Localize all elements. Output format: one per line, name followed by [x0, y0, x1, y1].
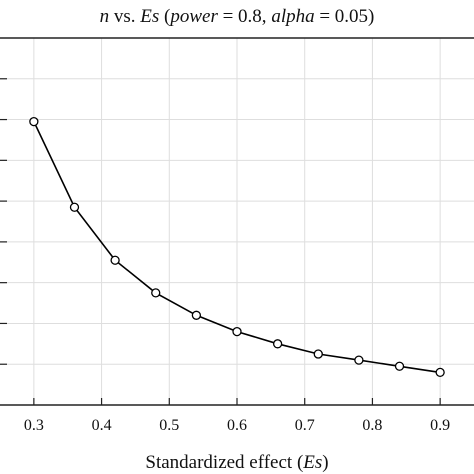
- x-tick-label: 0.5: [159, 417, 179, 434]
- data-point: [110, 255, 120, 265]
- x-tick-label: 0.9: [430, 417, 450, 434]
- grid: [0, 38, 474, 405]
- data-point: [29, 116, 39, 127]
- data-point: [232, 326, 242, 337]
- x-tick-label: 0.4: [92, 417, 112, 434]
- series-group: [29, 116, 445, 378]
- data-point: [272, 339, 283, 349]
- data-point: [313, 349, 323, 359]
- data-point: [354, 355, 364, 365]
- x-tick-label: 0.3: [24, 417, 44, 434]
- data-point: [151, 288, 161, 298]
- data-point: [69, 202, 80, 212]
- chart-title: n vs. Es (power = 0.8, alpha = 0.05): [100, 6, 375, 27]
- data-point: [191, 310, 202, 320]
- x-tick-label: 0.6: [227, 417, 247, 434]
- data-point: [435, 367, 445, 378]
- x-tick-label: 0.7: [295, 417, 315, 434]
- x-tick-label: 0.8: [362, 417, 382, 434]
- x-axis-label: Standardized effect (Es): [145, 452, 328, 473]
- x-axis-ticks: 0.3 0.4 0.5 0.6 0.7 0.8 0.9: [24, 398, 450, 434]
- data-point: [394, 361, 405, 371]
